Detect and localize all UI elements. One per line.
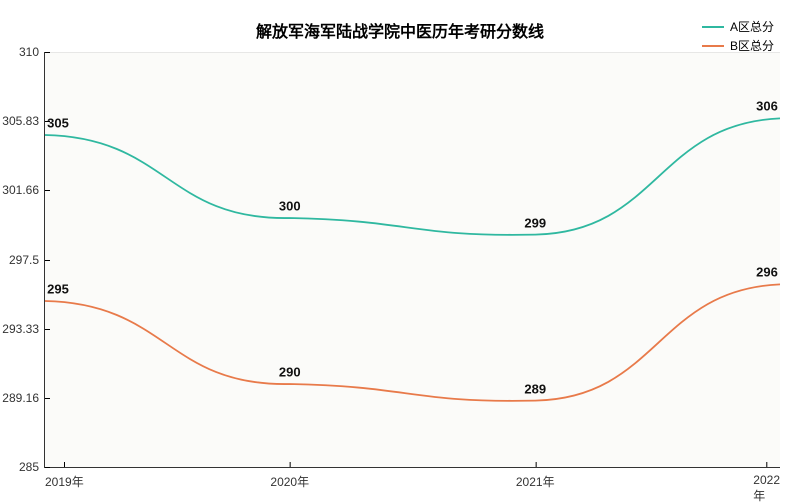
chart-container: 解放军海军陆战学院中医历年考研分数线 A区总分B区总分 285289.16293… bbox=[0, 0, 800, 500]
series-line bbox=[45, 118, 780, 234]
legend-swatch bbox=[702, 26, 724, 28]
x-tick: 2019年 bbox=[45, 467, 84, 490]
y-tick: 289.16 bbox=[2, 391, 45, 405]
series-line bbox=[45, 284, 780, 400]
plot-area: 285289.16293.33297.5301.66305.833102019年… bbox=[44, 52, 780, 468]
y-tick: 310 bbox=[19, 45, 45, 59]
x-tick: 2022年 bbox=[753, 467, 780, 504]
x-tick: 2021年 bbox=[516, 467, 555, 490]
y-tick: 293.33 bbox=[2, 322, 45, 336]
y-tick: 305.83 bbox=[2, 114, 45, 128]
x-tick: 2020年 bbox=[270, 467, 309, 490]
legend-label: A区总分 bbox=[730, 18, 774, 35]
legend-swatch bbox=[702, 45, 724, 47]
y-tick: 285 bbox=[19, 460, 45, 474]
y-tick: 297.5 bbox=[9, 253, 45, 267]
legend-item: A区总分 bbox=[702, 18, 774, 35]
chart-title: 解放军海军陆战学院中医历年考研分数线 bbox=[256, 18, 544, 42]
legend: A区总分B区总分 bbox=[702, 18, 774, 56]
chart-svg bbox=[45, 52, 780, 467]
y-tick: 301.66 bbox=[2, 183, 45, 197]
